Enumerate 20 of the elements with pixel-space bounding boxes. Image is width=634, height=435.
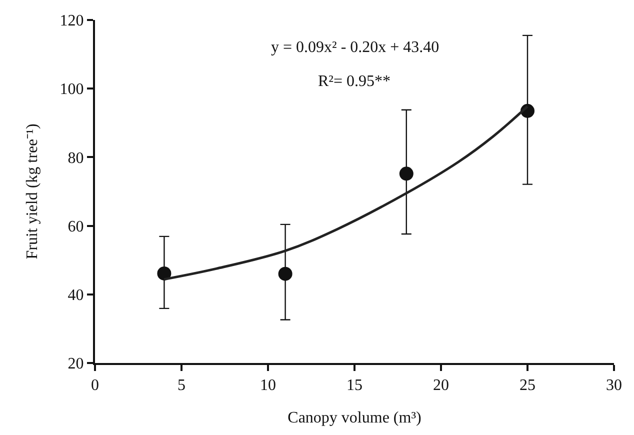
x-tick-label: 10 [260,377,276,394]
x-axis-title: Canopy volume (m³) [288,409,422,426]
y-tick-label: 100 [60,81,84,98]
x-tick-label: 20 [433,377,449,394]
y-tick-label: 60 [68,218,84,236]
point [278,266,292,281]
y-axis-title: Fruit yield (kg tree⁻¹) [24,124,42,260]
point [157,266,172,280]
y-tick-label: 80 [68,150,84,167]
point [399,166,414,181]
annotation: R²= 0.95** [318,73,390,90]
x-tick-label: 15 [346,377,362,394]
x-tick-label: 30 [606,377,622,394]
y-tick-label: 40 [68,287,84,304]
x-tick-label: 5 [178,377,186,394]
x-tick-label: 0 [91,377,99,394]
y-tick-label: 20 [68,356,84,373]
x-tick-label: 25 [520,377,536,394]
annotation: y = 0.09x² - 0.20x + 43.40 [271,39,440,56]
y-tick-label: 120 [60,12,84,30]
